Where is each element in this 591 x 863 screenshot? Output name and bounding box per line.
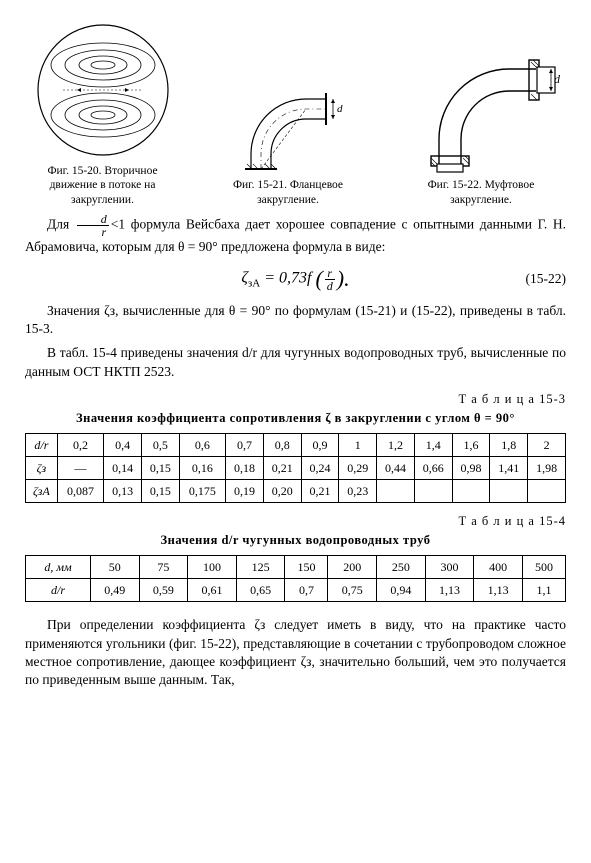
eq-mid: = 0,73 bbox=[260, 270, 307, 287]
table-15-3-title: Значения коэффициента сопротивления ζ в … bbox=[25, 410, 566, 427]
fig2-cap-a: Фиг. 15-21. Фланцевое bbox=[233, 179, 343, 191]
eq-frac-den: d bbox=[325, 280, 335, 292]
table-15-4-label: Т а б л и ц а 15-4 bbox=[25, 513, 566, 530]
frac-d-over-r: dr bbox=[77, 213, 109, 238]
fig3-cap-b: закругление. bbox=[450, 194, 512, 206]
figure-15-21: d Фиг. 15-21. Фланцевое закругление. bbox=[213, 74, 363, 207]
fig1-cap-a: Фиг. 15-20. Вторичное bbox=[47, 165, 157, 177]
fig2-cap-b: закругление. bbox=[257, 194, 319, 206]
paragraph-3: В табл. 15-4 приведены значения d/r для … bbox=[25, 344, 566, 380]
flange-bend-icon: d bbox=[231, 74, 346, 174]
table-row: d/r 0,2 0,4 0,5 0,6 0,7 0,8 0,9 1 1,2 1,… bbox=[26, 433, 566, 456]
table-row: d, мм 50 75 100 125 150 200 250 300 400 … bbox=[26, 555, 566, 578]
eq-f: f bbox=[307, 270, 311, 287]
equation-number: (15-22) bbox=[526, 270, 567, 288]
eq-frac-num: r bbox=[325, 267, 335, 280]
paragraph-4: При определении коэффициента ζз следует … bbox=[25, 616, 566, 689]
paragraph-2: Значения ζз, вычисленные для θ = 90° по … bbox=[25, 302, 566, 338]
paragraph-1: Для dr<1 формула Вейсбаха дает хорошее с… bbox=[25, 213, 566, 256]
table-row: ζз — 0,14 0,15 0,16 0,18 0,21 0,24 0,29 … bbox=[26, 456, 566, 479]
para1-a: Для bbox=[47, 217, 75, 232]
fig3-cap-a: Фиг. 15-22. Муфтовое bbox=[428, 179, 535, 191]
eq-sub: зА bbox=[248, 278, 260, 290]
eq-paren-close: ). bbox=[337, 266, 350, 291]
table-row: d/r 0,49 0,59 0,61 0,65 0,7 0,75 0,94 1,… bbox=[26, 579, 566, 602]
svg-text:d: d bbox=[337, 103, 343, 115]
fig1-cap-b: движение в потоке на bbox=[50, 179, 156, 191]
fig1-cap-c: закруглении. bbox=[71, 194, 134, 206]
t153-h0: d/r bbox=[26, 433, 58, 456]
equation-15-22: ζзА = 0,73f (rd). (15-22) bbox=[25, 264, 566, 294]
figure-15-20: Фиг. 15-20. Вторичное движение в потоке … bbox=[25, 20, 180, 207]
eq-paren-open: ( bbox=[315, 266, 322, 291]
fig3-d-label: d bbox=[554, 72, 561, 86]
table-15-3-label: Т а б л и ц а 15-3 bbox=[25, 391, 566, 408]
vortex-diagram-icon bbox=[33, 20, 173, 160]
figures-row: Фиг. 15-20. Вторичное движение в потоке … bbox=[25, 20, 566, 207]
figure-15-22: d Фиг. 15-22. Муфтовое закругление. bbox=[396, 34, 566, 207]
frac-den: r bbox=[77, 226, 109, 238]
table-15-3: d/r 0,2 0,4 0,5 0,6 0,7 0,8 0,9 1 1,2 1,… bbox=[25, 433, 566, 504]
socket-bend-icon: d bbox=[401, 34, 561, 174]
table-15-4: d, мм 50 75 100 125 150 200 250 300 400 … bbox=[25, 555, 566, 602]
table-row: ζзА 0,087 0,13 0,15 0,175 0,19 0,20 0,21… bbox=[26, 480, 566, 503]
table-15-4-title: Значения d/r чугунных водопроводных труб bbox=[25, 532, 566, 549]
